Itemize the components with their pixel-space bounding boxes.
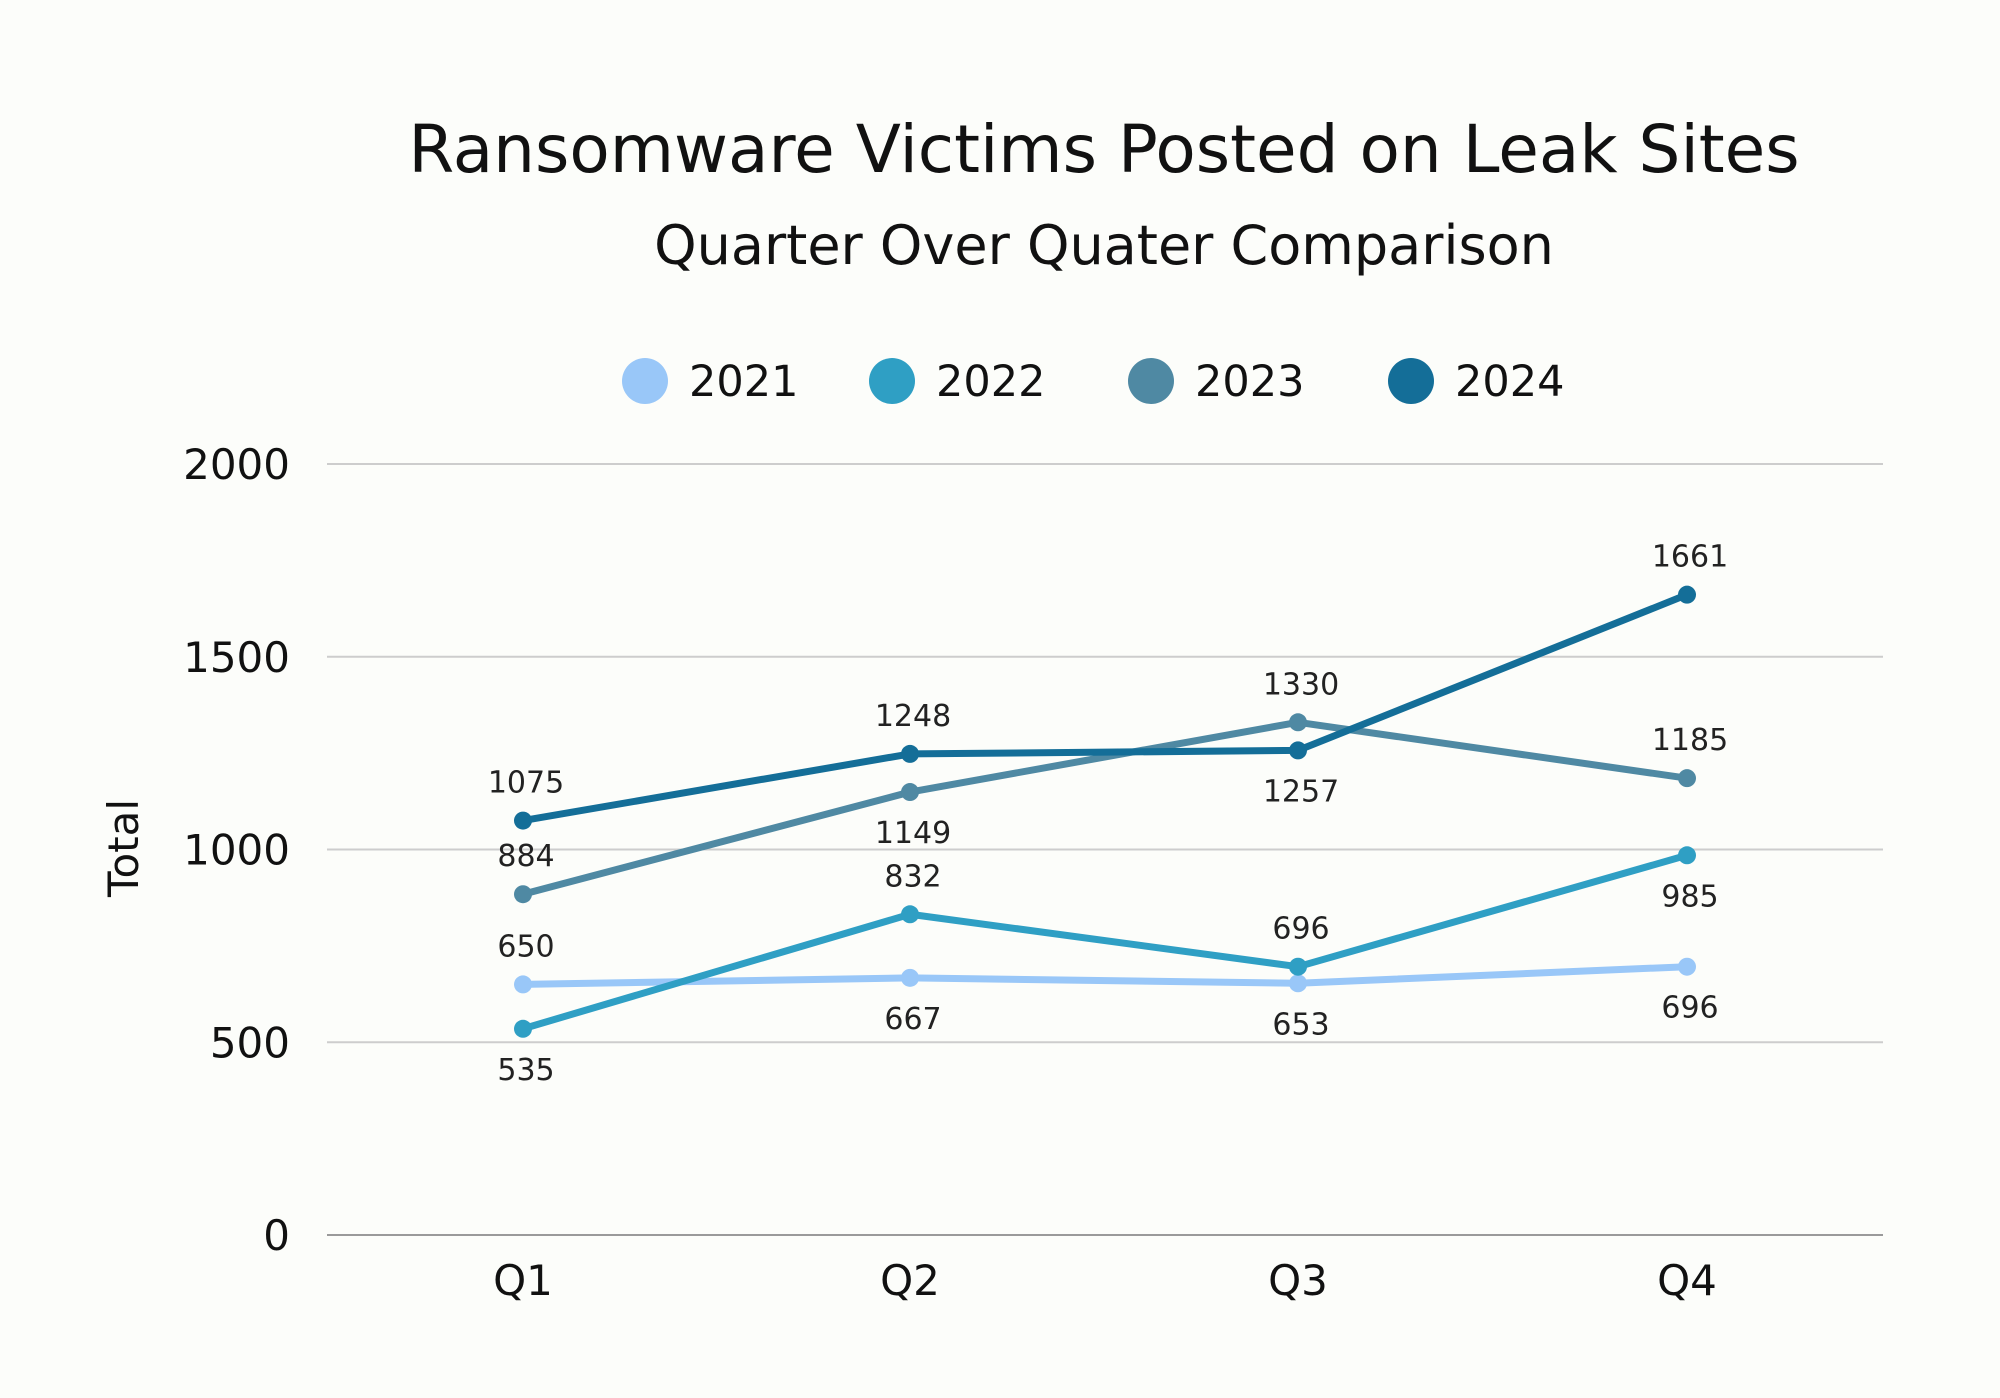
legend-label: 2024 <box>1455 357 1564 407</box>
data-label: 1185 <box>1652 723 1728 758</box>
data-point <box>901 968 919 987</box>
data-point <box>901 744 919 763</box>
data-label: 884 <box>497 839 554 874</box>
legend-item-2021: 2021 <box>622 357 798 407</box>
chart-subtitle: Quarter Over Quater Comparison <box>654 214 1554 277</box>
series-2023: 884 1149 1330 1185 <box>497 667 1728 904</box>
series-2021: 650 667 653 696 <box>497 929 1718 1042</box>
data-point <box>1678 585 1696 604</box>
legend-label: 2023 <box>1195 357 1304 407</box>
data-point <box>1289 974 1307 993</box>
data-label: 985 <box>1661 879 1718 914</box>
x-tick-label: Q1 <box>493 1256 553 1305</box>
data-point <box>514 885 532 904</box>
x-tick-label: Q3 <box>1268 1256 1328 1305</box>
data-label: 1257 <box>1263 774 1339 809</box>
legend-label: 2021 <box>689 357 798 407</box>
data-point <box>1289 957 1307 976</box>
legend-swatch <box>1128 358 1174 404</box>
data-point <box>1678 957 1696 976</box>
data-label: 1075 <box>488 766 564 801</box>
gridlines <box>327 463 1883 1236</box>
y-tick-label: 500 <box>210 1018 290 1067</box>
series-2022: 535 832 696 985 <box>497 846 1719 1088</box>
data-label: 653 <box>1272 1007 1329 1042</box>
data-point <box>514 811 532 830</box>
data-label: 650 <box>497 929 554 964</box>
data-point <box>901 905 919 924</box>
x-tick-label: Q4 <box>1657 1256 1717 1305</box>
legend-swatch <box>869 358 915 404</box>
data-label: 832 <box>884 859 941 894</box>
data-point <box>901 783 919 802</box>
x-axis: Q1 Q2 Q3 Q4 <box>493 1256 1717 1305</box>
legend-item-2024: 2024 <box>1388 357 1564 407</box>
data-label: 1149 <box>875 816 951 851</box>
data-point <box>514 975 532 994</box>
data-label: 696 <box>1661 991 1718 1026</box>
series-line <box>519 851 1691 1033</box>
data-label: 1330 <box>1263 667 1339 702</box>
series-line <box>519 963 1691 988</box>
y-tick-label: 2000 <box>183 440 290 489</box>
data-label: 535 <box>497 1053 554 1088</box>
data-label: 667 <box>884 1002 941 1037</box>
y-axis-title: Total <box>99 799 148 898</box>
data-point <box>514 1019 532 1038</box>
data-point <box>1289 741 1307 760</box>
series-2024: 1075 1248 1257 1661 <box>488 540 1728 830</box>
data-point <box>1289 713 1307 732</box>
y-tick-label: 1500 <box>183 633 290 682</box>
y-tick-label: 0 <box>263 1211 290 1260</box>
x-tick-label: Q2 <box>880 1256 940 1305</box>
legend-swatch <box>1388 358 1434 404</box>
data-label: 1661 <box>1652 540 1728 575</box>
data-point <box>1678 769 1696 788</box>
legend-label: 2022 <box>936 357 1045 407</box>
y-tick-label: 1000 <box>183 826 290 875</box>
data-label: 1248 <box>875 699 951 734</box>
series-line <box>519 591 1691 825</box>
data-point <box>1678 846 1696 865</box>
chart-title: Ransomware Victims Posted on Leak Sites <box>408 111 1799 188</box>
legend-item-2022: 2022 <box>869 357 1045 407</box>
legend-swatch <box>622 358 668 404</box>
legend-item-2023: 2023 <box>1128 357 1304 407</box>
data-label: 696 <box>1272 912 1329 947</box>
y-axis: 0 500 1000 1500 2000 <box>183 440 290 1260</box>
series-line <box>519 718 1691 898</box>
legend: 2021 2022 2023 2024 <box>622 357 1564 407</box>
